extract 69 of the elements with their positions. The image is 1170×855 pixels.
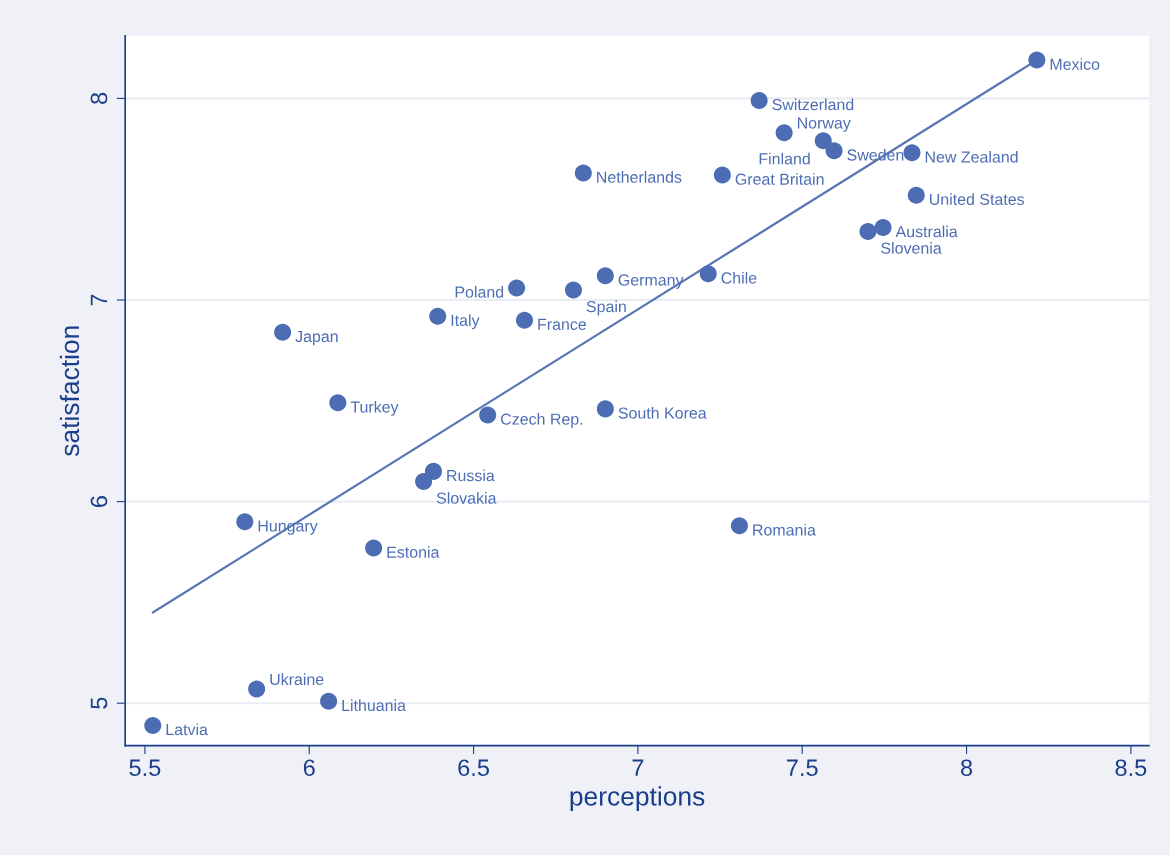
data-label: Chile	[721, 271, 757, 284]
point	[320, 692, 338, 710]
point	[750, 91, 768, 109]
x-axis-title: perceptions	[570, 786, 705, 811]
data-label: Latvia	[166, 723, 208, 736]
point	[596, 267, 614, 285]
data-label: Australia	[895, 225, 958, 238]
data-label: United States	[929, 193, 1025, 206]
data-label: Lithuania	[342, 699, 406, 712]
data-label: Turkey	[350, 400, 399, 416]
data-label: Germany	[618, 274, 684, 289]
point	[775, 124, 793, 142]
point	[814, 132, 832, 150]
point	[874, 218, 892, 236]
data-label: Estonia	[387, 546, 440, 558]
x-tick-label: 7.5	[787, 759, 818, 777]
data-label: New Zealand	[925, 150, 1018, 163]
data-label: Finland	[759, 152, 810, 165]
point	[236, 513, 254, 531]
point	[564, 281, 582, 299]
point	[424, 462, 442, 480]
data-label: Slovakia	[436, 492, 497, 504]
point	[144, 716, 162, 734]
point	[429, 307, 447, 325]
point	[365, 539, 383, 557]
point	[1028, 51, 1046, 69]
point	[903, 144, 921, 162]
point	[713, 166, 731, 184]
y-tick-label: 8	[90, 92, 108, 104]
data-label: Switzerland	[772, 98, 854, 111]
point	[479, 406, 497, 424]
data-label: Mexico	[1050, 58, 1100, 70]
data-label: Norway	[797, 117, 851, 132]
point	[596, 400, 614, 418]
data-label: South Korea	[618, 406, 707, 419]
data-label: Czech Rep.	[501, 413, 583, 428]
data-label: Romania	[753, 523, 816, 536]
data-label: Spain	[586, 300, 626, 316]
y-tick-label: 7	[90, 294, 108, 306]
data-label: France	[538, 318, 586, 331]
x-tick-label: 6.5	[458, 759, 489, 777]
point	[730, 517, 748, 535]
data-label: Japan	[295, 330, 338, 346]
data-label: Russia	[447, 469, 495, 482]
data-label: Italy	[451, 314, 480, 330]
y-axis-title: satisfaction	[59, 326, 80, 456]
point	[859, 222, 877, 240]
point	[574, 164, 592, 182]
point	[907, 186, 925, 204]
x-tick-label: 7	[632, 759, 644, 776]
x-tick-label: 8.5	[1115, 759, 1147, 777]
x-tick-label: 6	[303, 759, 315, 777]
point	[516, 311, 534, 329]
x-tick-label: 5.5	[129, 759, 161, 777]
data-label: Netherlands	[597, 171, 682, 183]
data-label: Ukraine	[270, 673, 324, 686]
data-label: Slovenia	[881, 242, 942, 254]
point	[248, 680, 266, 698]
data-label: Great Britain	[735, 173, 824, 185]
data-label: Poland	[455, 286, 504, 298]
point	[825, 142, 843, 160]
y-tick-label: 6	[90, 496, 108, 507]
x-tick-label: 8	[961, 759, 973, 777]
point	[274, 323, 292, 341]
point	[508, 279, 526, 297]
y-tick-label: 5	[90, 697, 108, 709]
point	[415, 472, 433, 490]
point	[329, 394, 347, 412]
point	[699, 265, 717, 283]
